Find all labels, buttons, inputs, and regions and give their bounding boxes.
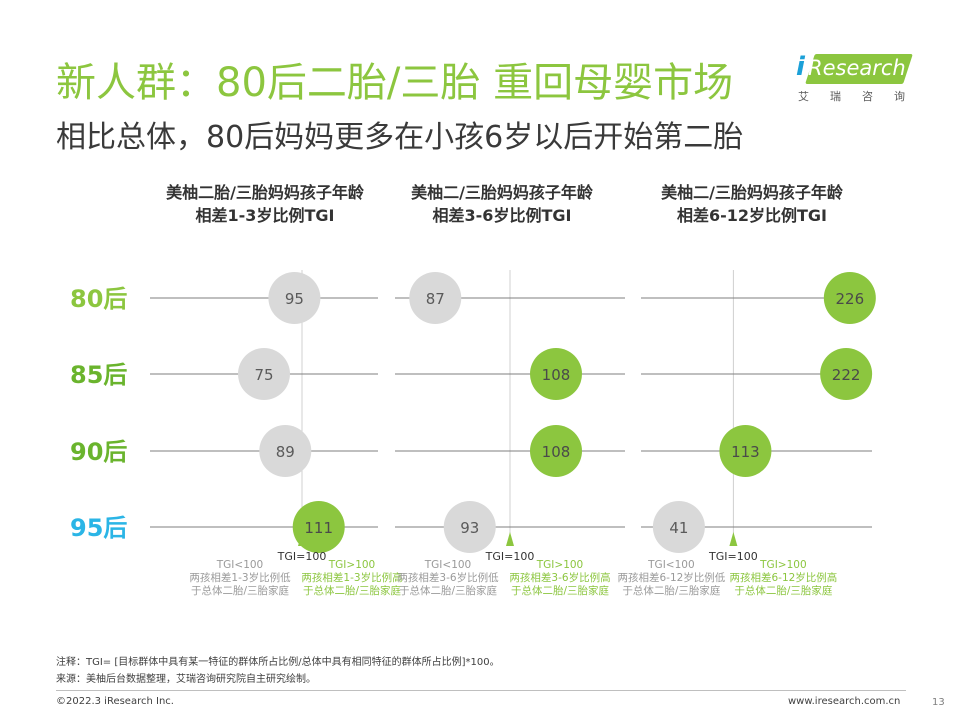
panel-2-bubble-label-2: 113 bbox=[731, 443, 760, 461]
footnote-tgi: 注释：TGI= [目标群体中具有某一特征的群体所占比例/总体中具有相同特征的群体… bbox=[56, 657, 500, 668]
panel-2-legend-high-line-0: 两孩相差6-12岁比例高 bbox=[729, 571, 837, 584]
panel-2-bubble-1 bbox=[820, 348, 873, 400]
panel-0-legend-low-line-1: 于总体二胎/三胎家庭 bbox=[191, 584, 290, 597]
page-title: 新人群：80后二胎/三胎 重回母婴市场 bbox=[56, 60, 734, 106]
footnote-source: 来源：美柚后台数据整理，艾瑞咨询研究院自主研究绘制。 bbox=[56, 674, 316, 685]
panel-1-bubble-0 bbox=[409, 272, 462, 324]
panel-1-bubble-2 bbox=[530, 425, 582, 477]
panel-1-bubble-1 bbox=[530, 348, 582, 400]
panel-2-legend-low-line-1: 于总体二胎/三胎家庭 bbox=[622, 584, 721, 597]
panel-1-legend-low-line-0: 两孩相差3-6岁比例低 bbox=[397, 571, 499, 584]
panel-2-baseline-label: TGI=100 bbox=[708, 550, 758, 563]
panel-0-bubble-0 bbox=[268, 272, 321, 324]
panel-2-bubble-label-0: 226 bbox=[836, 290, 865, 308]
row-label-3: 95后 bbox=[70, 514, 127, 542]
panel-1-bubble-label-0: 87 bbox=[426, 290, 445, 308]
panel-2-bubble-2 bbox=[719, 425, 772, 477]
panel-0-title-line-0: 美柚二胎/三胎妈妈孩子年龄 bbox=[166, 183, 365, 202]
panel-0-legend-low-title: TGI<100 bbox=[216, 559, 264, 571]
panel-1-legend-high-line-0: 两孩相差3-6岁比例高 bbox=[509, 571, 610, 584]
iresearch-logo: i Research 艾瑞咨询 bbox=[796, 50, 916, 110]
panel-0-legend-high-line-1: 于总体二胎/三胎家庭 bbox=[303, 584, 402, 597]
panel-0-title-line-1: 相差1-3岁比例TGI bbox=[196, 206, 335, 225]
logo-chinese-name: 艾瑞咨询 bbox=[798, 90, 926, 103]
panel-1-bubble-label-2: 108 bbox=[542, 443, 571, 461]
panel-0-bubble-1 bbox=[238, 348, 290, 400]
row-label-2: 90后 bbox=[70, 438, 127, 466]
panel-0-bubble-label-2: 89 bbox=[276, 443, 295, 461]
panel-2-bubble-3 bbox=[652, 501, 705, 553]
panel-2-legend-low-title: TGI<100 bbox=[647, 559, 695, 571]
panel-1-baseline-label: TGI=100 bbox=[485, 550, 535, 563]
panel-0-baseline-label: TGI=100 bbox=[277, 550, 327, 563]
panel-1-legend-low-line-1: 于总体二胎/三胎家庭 bbox=[399, 584, 498, 597]
panel-2-baseline-marker bbox=[729, 532, 738, 546]
panel-1-legend-low-title: TGI<100 bbox=[424, 559, 472, 571]
panel-0-legend-low-line-0: 两孩相差1-3岁比例低 bbox=[189, 571, 291, 584]
panel-1-title-line-0: 美柚二/三胎妈妈孩子年龄 bbox=[411, 183, 594, 202]
panel-2-title-line-0: 美柚二/三胎妈妈孩子年龄 bbox=[661, 183, 844, 202]
panel-2-title-line-1: 相差6-12岁比例TGI bbox=[677, 206, 827, 225]
row-label-0: 80后 bbox=[70, 285, 127, 313]
panel-1-baseline-marker bbox=[506, 532, 514, 546]
panel-0-legend-high-line-0: 两孩相差1-3岁比例高 bbox=[301, 571, 402, 584]
page-subtitle: 相比总体，80后妈妈更多在小孩6岁以后开始第二胎 bbox=[56, 120, 744, 155]
panel-1-title-line-1: 相差3-6岁比例TGI bbox=[433, 206, 572, 225]
panel-0-bubble-label-0: 95 bbox=[285, 290, 304, 308]
panel-2-bubble-label-1: 222 bbox=[832, 366, 861, 384]
panel-0-baseline-marker bbox=[298, 532, 306, 546]
panel-0-bubble-3 bbox=[292, 501, 345, 553]
panel-0-bubble-label-3: 111 bbox=[304, 519, 333, 537]
copyright: ©2022.3 iResearch Inc. bbox=[56, 696, 174, 707]
panel-1-legend-high-title: TGI>100 bbox=[536, 559, 584, 571]
panel-2-bubble-0 bbox=[823, 272, 876, 324]
panel-0-bubble-2 bbox=[259, 425, 312, 477]
panel-2-legend-high-line-1: 于总体二胎/三胎家庭 bbox=[734, 584, 833, 597]
panel-2-bubble-label-3: 41 bbox=[669, 519, 688, 537]
footer-divider bbox=[56, 690, 906, 691]
panel-1-bubble-label-3: 93 bbox=[460, 519, 479, 537]
panel-0-legend-high-title: TGI>100 bbox=[328, 559, 376, 571]
page-number: 13 bbox=[932, 697, 945, 708]
logo-wordmark: Research bbox=[808, 56, 906, 80]
panel-1-bubble-3 bbox=[443, 501, 496, 553]
website: www.iresearch.com.cn bbox=[788, 696, 901, 707]
row-label-1: 85后 bbox=[70, 361, 127, 389]
panel-2-legend-low-line-0: 两孩相差6-12岁比例低 bbox=[617, 571, 725, 584]
panel-1-legend-high-line-1: 于总体二胎/三胎家庭 bbox=[511, 584, 610, 597]
panel-0-bubble-label-1: 75 bbox=[254, 366, 273, 384]
logo-i-mark: i bbox=[796, 52, 805, 82]
panel-2-legend-high-title: TGI>100 bbox=[759, 559, 807, 571]
panel-1-bubble-label-1: 108 bbox=[542, 366, 571, 384]
